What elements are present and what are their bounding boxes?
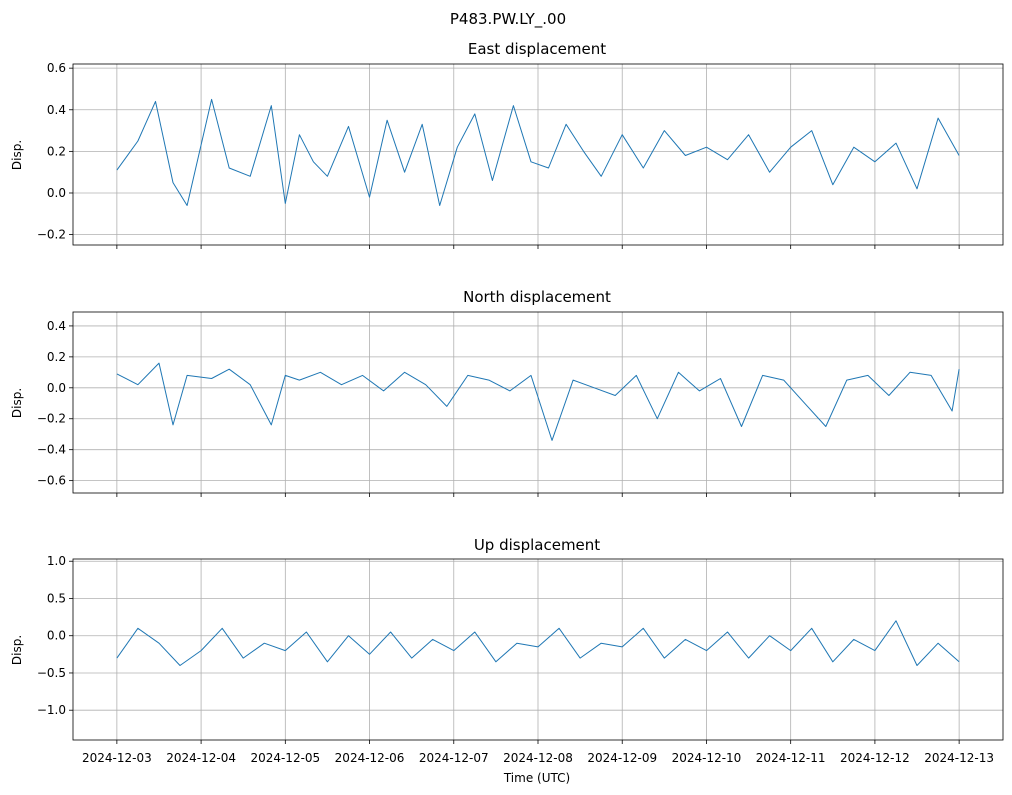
y-tick-label: 0.6	[47, 61, 66, 75]
x-tick-label: 2024-12-08	[503, 751, 573, 765]
y-axis-label: Disp.	[10, 388, 24, 418]
axes-frame	[72, 63, 1004, 246]
figure-suptitle: P483.PW.LY_.00	[450, 10, 566, 29]
axes-frame	[72, 311, 1004, 494]
series-line	[116, 620, 960, 666]
x-axis-label: Time (UTC)	[503, 771, 570, 785]
y-tick-label: 0.2	[47, 350, 66, 364]
east-panel: East displacement Disp. −0.2 0.0 0.2 0.4 0.6	[10, 40, 1004, 249]
y-tick-label: −0.5	[37, 666, 66, 680]
x-tick-label: 2024-12-09	[587, 751, 657, 765]
north-panel: North displacement Disp. −0.6 −0.4 −0.2 0.0…	[10, 288, 1004, 497]
x-tick-label: 2024-12-12	[840, 751, 910, 765]
y-axis-label: Disp.	[10, 140, 24, 170]
y-tick-label: 0.0	[47, 381, 66, 395]
y-tick-label: −0.2	[37, 228, 66, 242]
y-tick-label: −1.0	[37, 703, 66, 717]
x-tick-label: 2024-12-06	[335, 751, 405, 765]
y-tick-label: 1.0	[47, 554, 66, 568]
x-tick-label: 2024-12-05	[250, 751, 320, 765]
y-tick-label: 0.0	[47, 629, 66, 643]
x-tick-label: 2024-12-11	[756, 751, 826, 765]
y-axis-label: Disp.	[10, 635, 24, 665]
y-tick-label: 0.2	[47, 144, 66, 158]
x-tick-label: 2024-12-03	[82, 751, 152, 765]
panel-title: Up displacement	[474, 536, 600, 554]
axes-frame	[72, 558, 1004, 741]
x-tick-label: 2024-12-10	[672, 751, 742, 765]
series-line	[116, 98, 960, 206]
panel-title: East displacement	[468, 40, 606, 58]
panel-title: North displacement	[463, 288, 611, 306]
x-tick-label: 2024-12-07	[419, 751, 489, 765]
y-tick-label: 0.5	[47, 591, 66, 605]
y-tick-label: 0.4	[47, 103, 66, 117]
x-tick-label: 2024-12-13	[924, 751, 994, 765]
y-tick-label: 0.4	[47, 319, 66, 333]
y-tick-label: −0.6	[37, 474, 66, 488]
x-tick-label: 2024-12-04	[166, 751, 236, 765]
up-panel: Up displacement Disp. 2024-12-03 2024-12-…	[10, 536, 1004, 765]
y-tick-label: 0.0	[47, 186, 66, 200]
series-line	[116, 362, 960, 441]
y-tick-label: −0.4	[37, 443, 66, 457]
y-tick-label: −0.2	[37, 412, 66, 426]
